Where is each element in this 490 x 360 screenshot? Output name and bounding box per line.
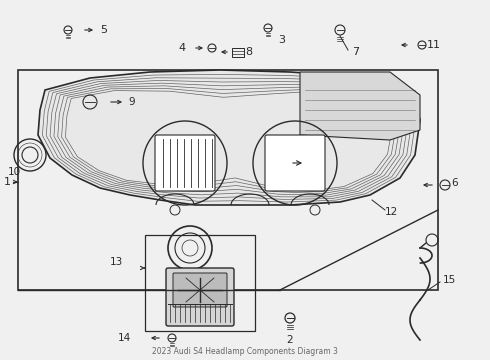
- Text: 2023 Audi S4 Headlamp Components Diagram 3: 2023 Audi S4 Headlamp Components Diagram…: [152, 347, 338, 356]
- Bar: [232, 48, 244, 57]
- Text: 8: 8: [245, 47, 252, 57]
- Text: 11: 11: [427, 40, 441, 50]
- Text: 1: 1: [4, 177, 11, 187]
- Text: 13: 13: [110, 257, 123, 267]
- Text: 14: 14: [118, 333, 131, 343]
- Text: 5: 5: [100, 25, 107, 35]
- Text: 15: 15: [443, 275, 456, 285]
- Text: 12: 12: [385, 207, 398, 217]
- Text: 6: 6: [451, 178, 458, 188]
- Bar: [145, 235, 255, 331]
- Text: 2: 2: [287, 335, 294, 345]
- Text: 9: 9: [128, 97, 135, 107]
- FancyBboxPatch shape: [166, 268, 234, 326]
- Text: 10: 10: [8, 167, 21, 177]
- Bar: [18, 70, 438, 290]
- FancyBboxPatch shape: [155, 135, 215, 191]
- Text: 4: 4: [178, 43, 185, 53]
- FancyBboxPatch shape: [173, 273, 227, 307]
- Text: 3: 3: [278, 35, 285, 45]
- FancyBboxPatch shape: [265, 135, 325, 191]
- Text: 7: 7: [352, 47, 359, 57]
- Polygon shape: [38, 70, 420, 205]
- Polygon shape: [300, 72, 420, 140]
